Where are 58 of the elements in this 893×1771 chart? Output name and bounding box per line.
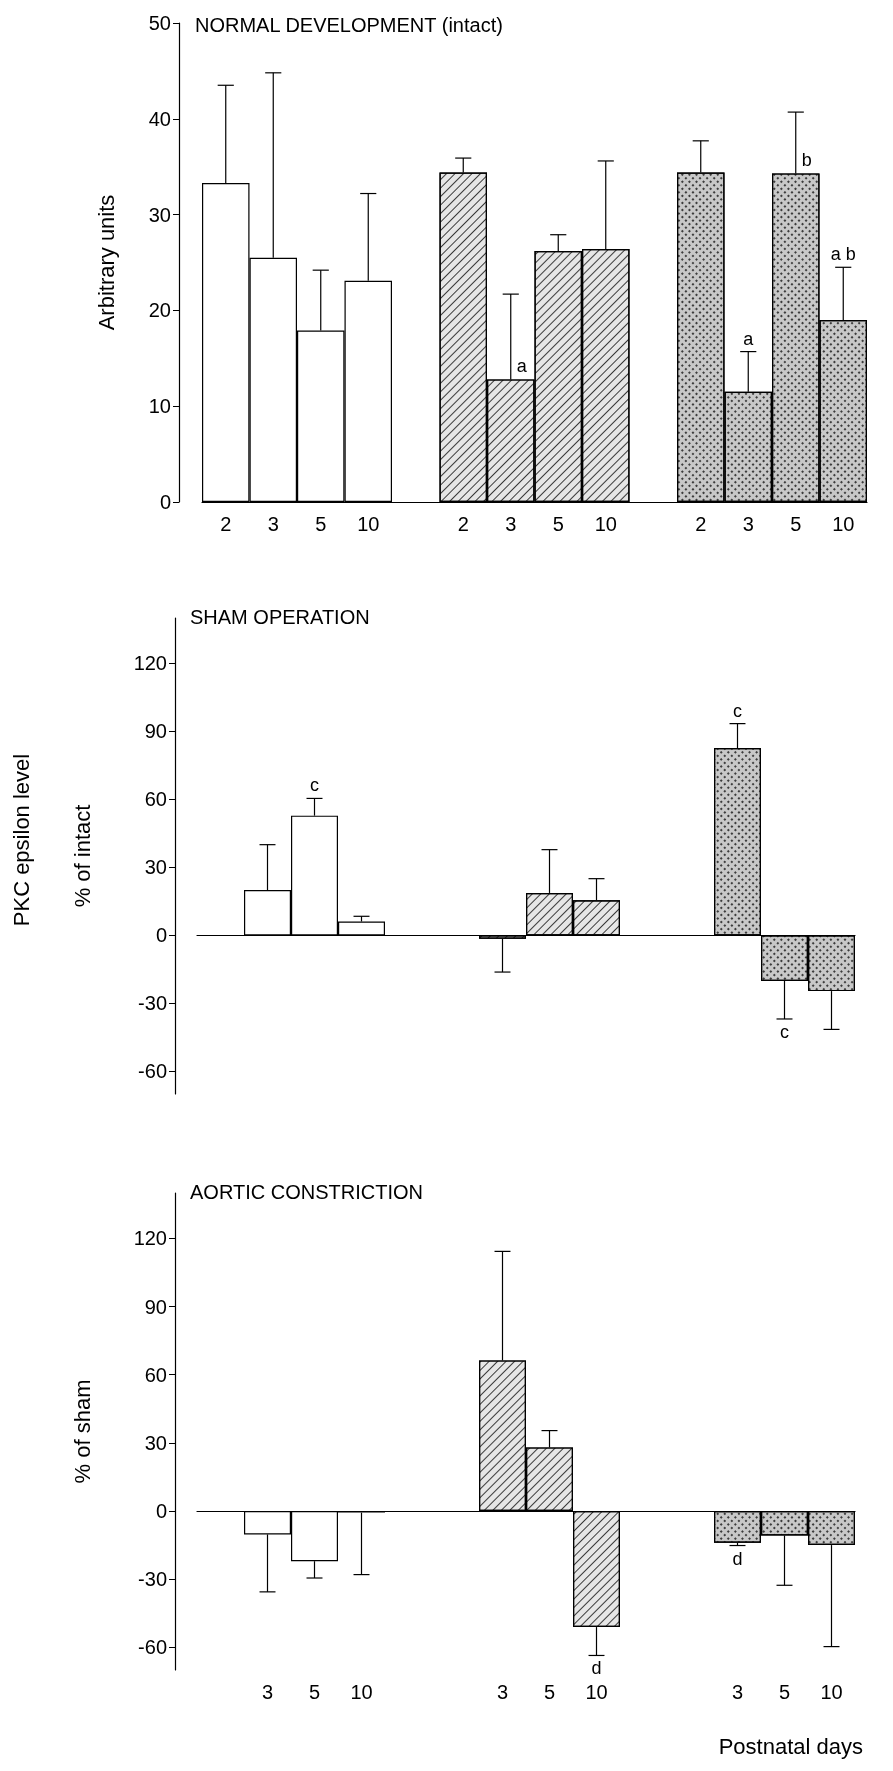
y-tick-label: -60 <box>138 1636 167 1659</box>
x-tick-label: 3 <box>742 513 754 535</box>
y-tick-label: 30 <box>144 1431 167 1454</box>
y-tick-label: 60 <box>144 1363 167 1386</box>
x-tick-label: 5 <box>543 1681 556 1703</box>
x-tick-label: 3 <box>261 1681 274 1703</box>
data-label: a b <box>830 244 856 265</box>
y-tick-label: -30 <box>138 992 167 1015</box>
y-tick-label: 20 <box>148 299 171 322</box>
x-tick-label: 5 <box>552 513 564 535</box>
data-label: c <box>310 775 319 796</box>
chart-title: SHAM OPERATION <box>190 606 370 628</box>
x-tick-label: 2 <box>457 513 469 535</box>
x-tick-label: 3 <box>267 513 279 535</box>
x-tick-label: 3 <box>505 513 517 535</box>
y-tick-label: 120 <box>133 652 167 675</box>
y-tick-label: 90 <box>144 720 167 743</box>
y-tick-label: 90 <box>144 1295 167 1318</box>
y-tick-label: 30 <box>144 856 167 879</box>
x-tick-label: 3 <box>731 1681 744 1703</box>
data-label: d <box>732 1548 743 1569</box>
y-axis-title: % of sham <box>69 1379 95 1484</box>
x-tick-label: 5 <box>790 513 802 535</box>
chart-title: NORMAL DEVELOPMENT (intact) <box>195 14 503 36</box>
data-label: c <box>780 1021 789 1042</box>
data-label: a <box>743 328 755 349</box>
x-tick-label: 5 <box>778 1681 791 1703</box>
y-tick-label: 120 <box>133 1227 167 1250</box>
x-tick-label: 10 <box>585 1681 608 1703</box>
text: PKC epsilon level <box>8 753 34 927</box>
data-label: c <box>733 700 742 721</box>
x-tick-label: 2 <box>695 513 707 535</box>
y-tick-label: -60 <box>138 1060 167 1083</box>
y-tick-label: 60 <box>144 788 167 811</box>
data-label: a <box>516 356 528 377</box>
y-tick-label: -30 <box>138 1568 167 1591</box>
x-tick-label: 5 <box>308 1681 321 1703</box>
y-tick-label: 0 <box>159 491 171 513</box>
y-axis-title: Arbitrary units <box>93 194 119 331</box>
data-label: b <box>801 150 812 171</box>
y-axis-title: % of intact <box>69 804 95 908</box>
x-tick-label: 10 <box>350 1681 373 1703</box>
y-tick-label: 0 <box>155 1500 167 1522</box>
x-tick-label: 2 <box>220 513 232 535</box>
y-tick-label: 40 <box>148 107 171 130</box>
x-tick-label: 10 <box>820 1681 843 1703</box>
x-axis-title: Postnatal days <box>718 1733 863 1759</box>
data-label: d <box>591 1658 602 1679</box>
y-tick-label: 0 <box>155 924 167 947</box>
x-tick-label: 10 <box>357 513 380 535</box>
x-tick-label: 10 <box>832 513 855 535</box>
x-tick-label: 5 <box>315 513 327 535</box>
y-tick-label: 30 <box>148 203 171 226</box>
y-tick-label: 10 <box>148 395 171 418</box>
x-tick-label: 3 <box>496 1681 509 1703</box>
chart-title: AORTIC CONSTRICTION <box>190 1181 423 1203</box>
y-tick-label: 50 <box>148 12 171 34</box>
x-tick-label: 10 <box>594 513 617 535</box>
